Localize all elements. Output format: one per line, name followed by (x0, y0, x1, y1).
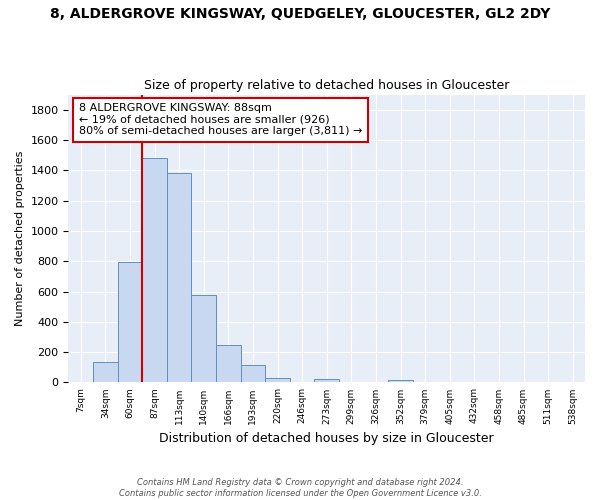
Bar (216, 344, 241, 383)
Text: 8 ALDERGROVE KINGSWAY: 88sqm
← 19% of detached houses are smaller (926)
80% of s: 8 ALDERGROVE KINGSWAY: 88sqm ← 19% of de… (79, 103, 362, 136)
Y-axis label: Number of detached properties: Number of detached properties (15, 151, 25, 326)
Bar (118, 262, 142, 382)
Bar (93, 362, 118, 382)
Text: Contains HM Land Registry data © Crown copyright and database right 2024.
Contai: Contains HM Land Registry data © Crown c… (119, 478, 481, 498)
Bar (388, 380, 413, 382)
Bar (314, 380, 339, 382)
Bar (241, 365, 265, 382)
Text: 8, ALDERGROVE KINGSWAY, QUEDGELEY, GLOUCESTER, GL2 2DY: 8, ALDERGROVE KINGSWAY, QUEDGELEY, GLOUC… (50, 8, 550, 22)
Title: Size of property relative to detached houses in Gloucester: Size of property relative to detached ho… (144, 79, 509, 92)
Bar (167, 172, 191, 382)
Bar (265, 378, 290, 382)
Bar (191, 296, 216, 382)
Bar (142, 158, 167, 382)
X-axis label: Distribution of detached houses by size in Gloucester: Distribution of detached houses by size … (160, 432, 494, 445)
